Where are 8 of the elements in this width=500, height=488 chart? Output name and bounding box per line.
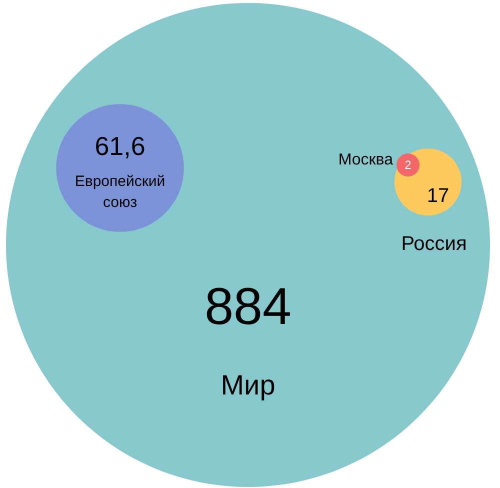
category-label: Россия bbox=[401, 233, 467, 255]
data-label: 61,6 bbox=[94, 131, 146, 161]
category-label: Европейский союз bbox=[74, 173, 166, 211]
category-label: Москва bbox=[338, 152, 394, 168]
category-label: Мир bbox=[220, 370, 276, 400]
data-label: 884 bbox=[204, 278, 292, 336]
data-label: 2 bbox=[404, 158, 412, 172]
data-label: 17 bbox=[426, 185, 450, 207]
